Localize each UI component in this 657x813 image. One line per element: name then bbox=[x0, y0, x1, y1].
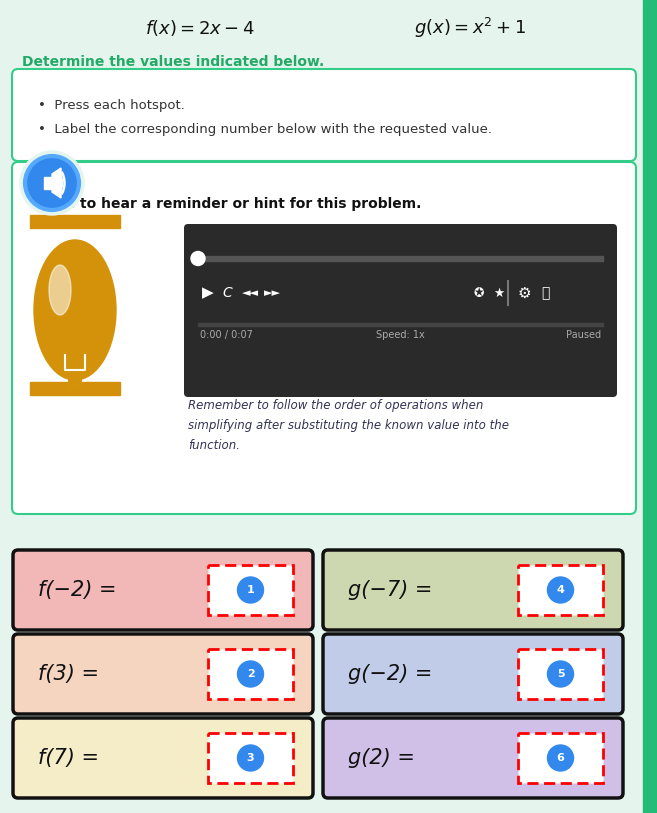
Text: 0:00 / 0:07: 0:00 / 0:07 bbox=[200, 330, 253, 340]
FancyBboxPatch shape bbox=[12, 162, 636, 514]
Circle shape bbox=[237, 577, 263, 603]
Bar bbox=[518, 565, 603, 615]
Bar bbox=[208, 733, 293, 783]
Bar bbox=[198, 256, 603, 261]
Circle shape bbox=[547, 577, 574, 603]
Bar bbox=[30, 382, 120, 395]
Text: ⚙: ⚙ bbox=[518, 285, 532, 301]
Circle shape bbox=[191, 251, 205, 266]
Bar bbox=[44, 177, 52, 189]
Text: ✪: ✪ bbox=[473, 286, 484, 299]
Text: Determine the values indicated below.: Determine the values indicated below. bbox=[22, 55, 325, 69]
FancyBboxPatch shape bbox=[13, 634, 313, 714]
Circle shape bbox=[25, 156, 79, 210]
Text: 5: 5 bbox=[556, 669, 564, 679]
Ellipse shape bbox=[34, 240, 116, 380]
Bar bbox=[208, 649, 293, 699]
Text: g(−2) =: g(−2) = bbox=[348, 664, 432, 684]
Text: g(2) =: g(2) = bbox=[348, 748, 415, 768]
Text: Remember to follow the order of operations when: Remember to follow the order of operatio… bbox=[188, 398, 484, 411]
Text: Speed: 1x: Speed: 1x bbox=[376, 330, 425, 340]
Text: 4: 4 bbox=[556, 585, 564, 595]
Text: $\it{f}(x)=2x-4$: $\it{f}(x)=2x-4$ bbox=[145, 18, 255, 38]
Bar bbox=[208, 565, 293, 615]
Text: •  Press each hotspot.: • Press each hotspot. bbox=[38, 98, 185, 111]
Bar bbox=[643, 0, 657, 813]
Text: 🔊: 🔊 bbox=[541, 286, 549, 300]
Text: C: C bbox=[222, 286, 232, 300]
Bar bbox=[30, 215, 120, 228]
FancyBboxPatch shape bbox=[184, 224, 617, 397]
Text: 2: 2 bbox=[246, 669, 254, 679]
Text: $\it{g}(x)=x^2+1$: $\it{g}(x)=x^2+1$ bbox=[414, 16, 526, 40]
FancyBboxPatch shape bbox=[323, 550, 623, 630]
FancyBboxPatch shape bbox=[13, 718, 313, 798]
FancyBboxPatch shape bbox=[323, 718, 623, 798]
Bar bbox=[198, 323, 603, 326]
Circle shape bbox=[547, 745, 574, 771]
Text: ★: ★ bbox=[493, 286, 505, 299]
Bar bbox=[518, 733, 603, 783]
Text: ►►: ►► bbox=[264, 288, 281, 298]
Text: simplifying after substituting the known value into the: simplifying after substituting the known… bbox=[188, 419, 509, 432]
Bar bbox=[518, 649, 603, 699]
FancyBboxPatch shape bbox=[13, 550, 313, 630]
Polygon shape bbox=[52, 168, 61, 198]
Text: f(−2) =: f(−2) = bbox=[38, 580, 116, 600]
Text: f(3) =: f(3) = bbox=[38, 664, 99, 684]
Text: 3: 3 bbox=[246, 753, 254, 763]
Ellipse shape bbox=[49, 265, 71, 315]
Text: function.: function. bbox=[188, 438, 240, 451]
Text: Press to hear a reminder or hint for this problem.: Press to hear a reminder or hint for thi… bbox=[32, 197, 421, 211]
Text: g(−7) =: g(−7) = bbox=[348, 580, 432, 600]
Circle shape bbox=[237, 661, 263, 687]
Circle shape bbox=[547, 661, 574, 687]
Text: f(7) =: f(7) = bbox=[38, 748, 99, 768]
Text: •  Label the corresponding number below with the requested value.: • Label the corresponding number below w… bbox=[38, 124, 492, 137]
Circle shape bbox=[237, 745, 263, 771]
Text: 6: 6 bbox=[556, 753, 564, 763]
Text: ◄◄: ◄◄ bbox=[242, 288, 259, 298]
FancyBboxPatch shape bbox=[12, 69, 636, 161]
Text: ▶: ▶ bbox=[202, 285, 214, 301]
Text: 1: 1 bbox=[246, 585, 254, 595]
Circle shape bbox=[20, 151, 84, 215]
Text: Paused: Paused bbox=[566, 330, 601, 340]
FancyBboxPatch shape bbox=[323, 634, 623, 714]
